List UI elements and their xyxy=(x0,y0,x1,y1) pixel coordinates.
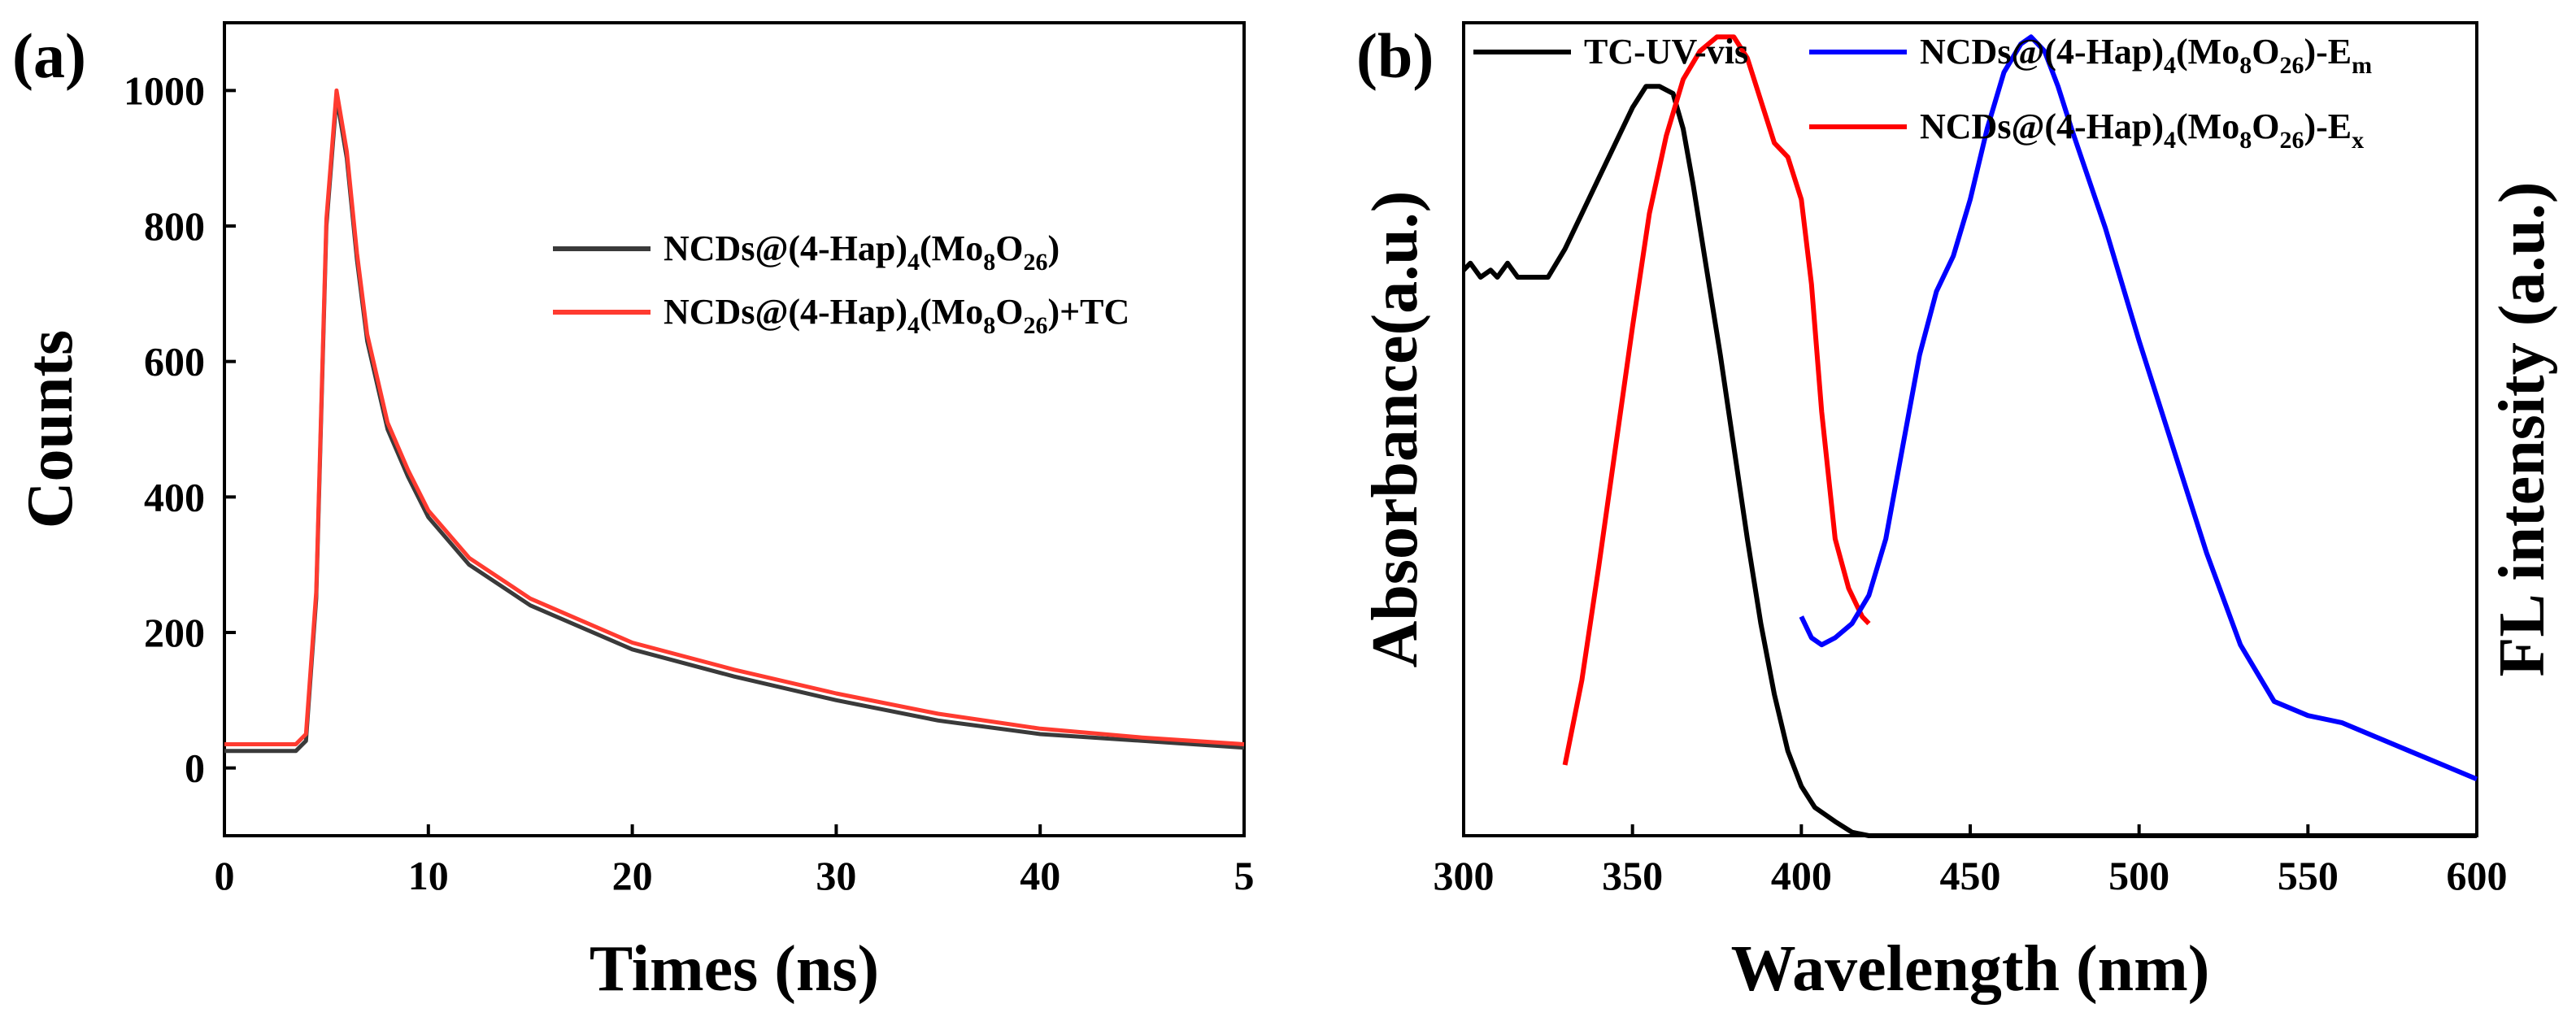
series-line-1 xyxy=(1562,34,1871,766)
x-tick-label: 5 xyxy=(1234,853,1255,898)
y-tick-label: 0 xyxy=(185,745,205,791)
x-tick-label: 0 xyxy=(215,853,235,898)
panel-b-right-axis-title: FL intensity (a.u.) xyxy=(2487,182,2558,677)
legend-label-0-part: TC-UV-vis xyxy=(1584,32,1748,72)
legend-label-2-part: 4 xyxy=(2164,127,2176,154)
legend-label-1-part: m xyxy=(2352,52,2372,79)
panel-b-ticks: 300 350 400 450 500 550 600 xyxy=(1434,824,2508,898)
x-tick-label: 400 xyxy=(1771,853,1832,898)
x-tick-label: 10 xyxy=(408,853,449,898)
legend-label-2-part: (Mo xyxy=(2176,106,2239,146)
y-tick-label: 200 xyxy=(144,610,205,655)
panel-a-series xyxy=(224,88,1245,754)
panel-a-plot-frame xyxy=(223,21,1246,837)
series-line-2 xyxy=(1799,34,2478,782)
panel-b-series xyxy=(1461,34,2478,838)
legend-label-1: NCDs@(4-Hap)4(Mo8O26)+TC xyxy=(664,292,1129,339)
legend-label-1-part: NCDs@(4-Hap) xyxy=(664,292,907,332)
x-tick-label: 600 xyxy=(2447,853,2508,898)
legend-label-2: NCDs@(4-Hap)4(Mo8O26)-Ex xyxy=(1920,106,2364,154)
legend-label-1: NCDs@(4-Hap)4(Mo8O26)-Em xyxy=(1920,32,2372,79)
legend-label-2-part: 8 xyxy=(2239,127,2252,154)
legend-label-0: TC-UV-vis xyxy=(1584,32,1748,72)
legend-label-0-part: 26 xyxy=(1023,249,1047,276)
panel-b-x-axis-title: Wavelength (nm) xyxy=(1731,933,2210,1005)
legend-label-0-part: ) xyxy=(1047,228,1060,268)
legend-label-2-part: 26 xyxy=(2279,127,2304,154)
legend-label-0-part: NCDs@(4-Hap) xyxy=(664,228,907,268)
legend-label-0: NCDs@(4-Hap)4(Mo8O26) xyxy=(664,228,1060,276)
x-tick-label: 40 xyxy=(1020,853,1060,898)
legend-label-1-part: (Mo xyxy=(2176,32,2239,72)
x-tick-label: 450 xyxy=(1940,853,2001,898)
series-line-0 xyxy=(224,95,1245,754)
panel-b-y-axis-title: Absorbance(a.u.) xyxy=(1360,191,1431,668)
legend-label-0-part: (Mo xyxy=(920,228,983,268)
x-tick-label: 300 xyxy=(1434,853,1495,898)
legend-label-1-part: 8 xyxy=(2239,52,2252,79)
y-tick-label: 400 xyxy=(144,474,205,519)
panel-a-legend: NCDs@(4-Hap)4(Mo8O26)NCDs@(4-Hap)4(Mo8O2… xyxy=(553,228,1129,339)
legend-label-2-part: NCDs@(4-Hap) xyxy=(1920,106,2164,146)
panel-a-x-axis-title: Times (ns) xyxy=(590,933,879,1005)
y-tick-label: 1000 xyxy=(124,67,205,113)
legend-label-1-part: 8 xyxy=(983,312,995,339)
legend-label-1-part: 4 xyxy=(2164,52,2176,79)
legend-label-1-part: )-E xyxy=(2304,32,2352,72)
legend-label-1-part: 26 xyxy=(1023,312,1047,339)
legend-label-1-part: 26 xyxy=(2279,52,2304,79)
panel-a-y-axis-title: Counts xyxy=(15,330,86,529)
panel-b-label: (b) xyxy=(1356,20,1434,91)
legend-label-1-part: (Mo xyxy=(920,292,983,332)
legend-label-0-part: 8 xyxy=(983,249,995,276)
x-tick-label: 20 xyxy=(612,853,653,898)
y-tick-label: 600 xyxy=(144,339,205,385)
panel-b-legend: TC-UV-vis NCDs@(4-Hap)4(Mo8O26)-EmNCDs@(4… xyxy=(1473,32,2372,154)
panel-b: (b) 300 350 400 450 500 550 600 Wavelength (nm… xyxy=(1356,20,2558,1005)
legend-label-0-part: 4 xyxy=(907,249,920,276)
legend-label-1-part: O xyxy=(995,292,1023,332)
series-line-1 xyxy=(224,88,1245,746)
legend-label-1-part: )+TC xyxy=(1047,292,1129,332)
panel-a-label: (a) xyxy=(12,20,86,91)
legend-label-2-part: O xyxy=(2252,106,2279,146)
x-tick-label: 550 xyxy=(2278,853,2339,898)
legend-label-2-part: )-E xyxy=(2304,106,2352,146)
x-tick-label: 30 xyxy=(816,853,856,898)
x-tick-label: 350 xyxy=(1602,853,1663,898)
x-tick-label: 500 xyxy=(2108,853,2169,898)
series-line-0 xyxy=(1461,84,2477,838)
legend-label-0-part: O xyxy=(995,228,1023,268)
legend-label-2-part: x xyxy=(2352,127,2364,154)
legend-label-1-part: 4 xyxy=(907,312,920,339)
legend-label-1-part: O xyxy=(2252,32,2279,72)
legend-label-1-part: NCDs@(4-Hap) xyxy=(1920,32,2164,72)
y-tick-label: 800 xyxy=(144,203,205,249)
